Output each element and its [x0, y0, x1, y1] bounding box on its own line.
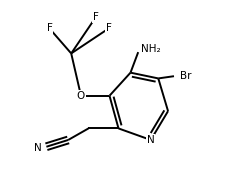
- Text: N: N: [34, 143, 42, 153]
- Text: O: O: [76, 91, 85, 101]
- Text: N: N: [146, 135, 154, 145]
- Text: Br: Br: [180, 70, 191, 80]
- Text: F: F: [93, 12, 99, 22]
- Text: NH₂: NH₂: [141, 44, 160, 54]
- Text: F: F: [105, 23, 111, 33]
- Text: F: F: [46, 23, 52, 33]
